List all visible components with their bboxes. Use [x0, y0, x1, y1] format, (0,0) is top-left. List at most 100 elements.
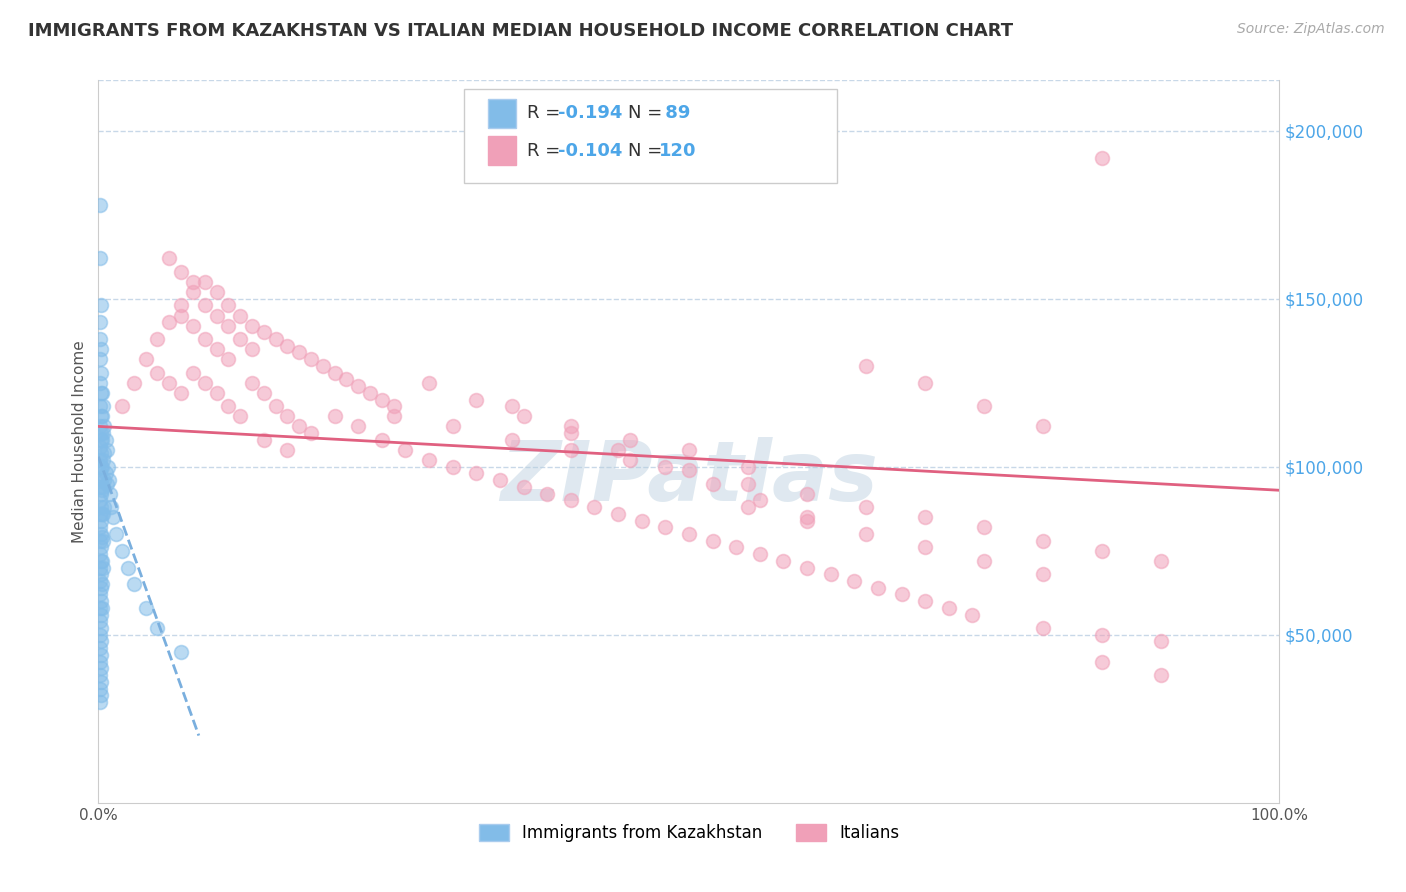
- Text: R =: R =: [527, 104, 567, 122]
- Point: [89, 655, 111, 669]
- Point: [973, 520, 995, 534]
- Point: [217, 298, 239, 312]
- Point: [1150, 554, 1173, 568]
- Point: [962, 607, 984, 622]
- Point: [90, 473, 112, 487]
- Point: [90, 366, 112, 380]
- Point: [678, 527, 700, 541]
- Point: [654, 520, 676, 534]
- Point: [253, 326, 276, 340]
- Point: [146, 366, 169, 380]
- Point: [91, 385, 114, 400]
- Point: [820, 567, 842, 582]
- Point: [146, 621, 169, 635]
- Point: [89, 574, 111, 588]
- Point: [146, 332, 169, 346]
- Point: [844, 574, 866, 588]
- Point: [91, 577, 114, 591]
- Point: [217, 318, 239, 333]
- Point: [382, 409, 405, 424]
- Point: [98, 473, 121, 487]
- Point: [170, 644, 193, 658]
- Point: [299, 352, 322, 367]
- Point: [737, 500, 759, 514]
- Point: [91, 409, 114, 424]
- Point: [194, 376, 217, 390]
- Point: [89, 695, 111, 709]
- Text: Source: ZipAtlas.com: Source: ZipAtlas.com: [1237, 22, 1385, 37]
- Point: [914, 541, 936, 555]
- Point: [205, 309, 228, 323]
- Point: [796, 486, 818, 500]
- Point: [90, 688, 112, 702]
- Point: [111, 543, 134, 558]
- Point: [89, 668, 111, 682]
- Point: [89, 533, 111, 548]
- Point: [276, 442, 298, 457]
- Point: [105, 527, 128, 541]
- Point: [654, 459, 676, 474]
- Point: [855, 527, 877, 541]
- Point: [91, 554, 114, 568]
- Point: [914, 594, 936, 608]
- Point: [264, 332, 287, 346]
- Point: [347, 419, 370, 434]
- Point: [394, 442, 416, 457]
- Point: [560, 493, 582, 508]
- Point: [90, 674, 112, 689]
- Point: [194, 298, 217, 312]
- Point: [117, 560, 139, 574]
- Point: [170, 265, 193, 279]
- Point: [90, 433, 112, 447]
- Point: [90, 298, 112, 312]
- Point: [96, 476, 118, 491]
- Point: [725, 541, 748, 555]
- Point: [335, 372, 357, 386]
- Point: [89, 615, 111, 629]
- Point: [512, 409, 534, 424]
- Text: ZIPatlas: ZIPatlas: [501, 437, 877, 518]
- Point: [299, 426, 322, 441]
- Point: [91, 433, 114, 447]
- Legend: Immigrants from Kazakhstan, Italians: Immigrants from Kazakhstan, Italians: [472, 817, 905, 848]
- Text: -0.104: -0.104: [558, 142, 623, 160]
- Point: [90, 554, 112, 568]
- Point: [489, 473, 512, 487]
- Point: [89, 520, 111, 534]
- Point: [122, 577, 145, 591]
- Point: [205, 342, 228, 356]
- Point: [229, 409, 252, 424]
- Point: [90, 446, 112, 460]
- Point: [93, 500, 115, 514]
- Point: [89, 641, 111, 656]
- Point: [89, 587, 111, 601]
- Point: [90, 541, 112, 555]
- Point: [205, 285, 228, 299]
- Point: [90, 385, 112, 400]
- Point: [217, 352, 239, 367]
- Point: [1032, 533, 1054, 548]
- Point: [89, 547, 111, 561]
- Point: [94, 433, 117, 447]
- Point: [702, 476, 724, 491]
- Point: [866, 581, 889, 595]
- Point: [253, 433, 276, 447]
- Text: 120: 120: [659, 142, 697, 160]
- Point: [796, 560, 818, 574]
- Point: [194, 332, 217, 346]
- Point: [441, 419, 464, 434]
- Point: [90, 661, 112, 675]
- Point: [1032, 419, 1054, 434]
- Point: [217, 399, 239, 413]
- Point: [96, 442, 118, 457]
- Point: [89, 467, 111, 481]
- Point: [181, 285, 204, 299]
- Point: [630, 514, 652, 528]
- Point: [97, 459, 120, 474]
- Point: [90, 621, 112, 635]
- Text: N =: N =: [628, 142, 668, 160]
- Point: [914, 510, 936, 524]
- Point: [678, 442, 700, 457]
- Point: [264, 399, 287, 413]
- Text: R =: R =: [527, 142, 567, 160]
